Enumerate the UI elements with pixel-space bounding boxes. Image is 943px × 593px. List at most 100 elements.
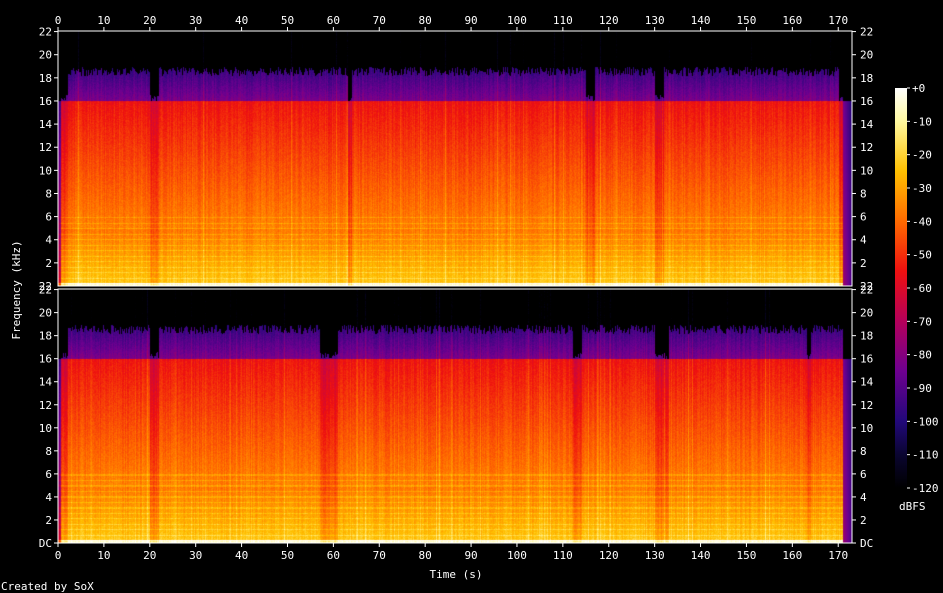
colorbar-tick-label: -60 <box>912 282 932 295</box>
x-tick-label-top: 160 <box>782 14 802 27</box>
spectrogram-panel-1 <box>58 31 852 286</box>
y-tick-label-left: 20 <box>39 307 52 320</box>
x-tick-label-top: 40 <box>235 14 248 27</box>
colorbar-tick-label: -90 <box>912 382 932 395</box>
x-tick-label-top: 110 <box>553 14 573 27</box>
colorbar-tick-label: -120 <box>912 482 939 495</box>
y-tick-label-right: 22 <box>860 280 873 293</box>
x-tick-label-bottom: 120 <box>599 549 619 562</box>
y-tick-label-left: 10 <box>39 422 52 435</box>
colorbar: +0 -10 -20 -30 -40 -50 -60 -70 -80 -90 -100 -110 -12… <box>895 82 939 495</box>
y-tick-label-right: 4 <box>860 234 867 247</box>
panel-frame-2 <box>57 288 853 544</box>
y-tick-label-left: 2 <box>45 257 52 270</box>
y-tick-label-left: 8 <box>45 445 52 458</box>
x-tick-label-bottom: 160 <box>782 549 802 562</box>
colorbar-tick-label: +0 <box>912 82 925 95</box>
x-tick-label-top: 170 <box>828 14 848 27</box>
x-tick-label-bottom: 110 <box>553 549 573 562</box>
y-tick-label-right: 10 <box>860 164 873 177</box>
y-tick-label-right: 18 <box>860 330 873 343</box>
x-tick-label-bottom: 170 <box>828 549 848 562</box>
x-tick-label-top: 150 <box>737 14 757 27</box>
x-tick-label-top: 30 <box>189 14 202 27</box>
footer-text: Created by SoX <box>1 580 94 593</box>
x-tick-label-top: 80 <box>419 14 432 27</box>
colorbar-unit-label: dBFS <box>899 500 926 513</box>
y-tick-label-left: 8 <box>45 187 52 200</box>
y-tick-label-left: 16 <box>39 353 52 366</box>
y-tick-label-left: 4 <box>45 234 52 247</box>
colorbar-tick-label: -100 <box>912 415 939 428</box>
x-axis-label: Time (s) <box>430 568 483 581</box>
colorbar-tick-label: -50 <box>912 249 932 262</box>
colorbar-tick-label: -110 <box>912 449 939 462</box>
y-tick-label-left: 12 <box>39 141 52 154</box>
y-tick-label-right: 10 <box>860 422 873 435</box>
x-tick-label-top: 130 <box>645 14 665 27</box>
y-tick-label-left: 22 <box>39 284 52 297</box>
y-tick-label-right: 6 <box>860 211 867 224</box>
y-tick-label-right: 12 <box>860 141 873 154</box>
colorbar-tick-label: -40 <box>912 215 932 228</box>
x-tick-label-bottom: 20 <box>143 549 156 562</box>
x-tick-label-bottom: 150 <box>737 549 757 562</box>
x-tick-label-bottom: 140 <box>691 549 711 562</box>
y-tick-label-left: 22 <box>39 26 52 39</box>
y-tick-label-right: 2 <box>860 514 867 527</box>
y-tick-label-left: 18 <box>39 72 52 85</box>
y-tick-label-right: 14 <box>860 376 874 389</box>
y-tick-label-left: 4 <box>45 491 52 504</box>
x-tick-label-bottom: 80 <box>419 549 432 562</box>
y-axis-label: Frequency (kHz) <box>10 240 23 339</box>
y-tick-label-left: DC <box>39 537 52 550</box>
y-tick-label-left: 14 <box>39 118 53 131</box>
spectrogram-panel-2 <box>58 289 852 543</box>
colorbar-tick-label: -80 <box>912 349 932 362</box>
x-tick-label-top: 0 <box>55 14 62 27</box>
colorbar-tick-label: -70 <box>912 315 932 328</box>
y-tick-label-left: 22 <box>39 280 52 293</box>
x-tick-label-bottom: 0 <box>55 549 62 562</box>
x-tick-label-bottom: 30 <box>189 549 202 562</box>
y-tick-label-right: 8 <box>860 187 867 200</box>
y-tick-label-left: 6 <box>45 211 52 224</box>
x-tick-label-top: 100 <box>507 14 527 27</box>
y-tick-label-left: 14 <box>39 376 53 389</box>
y-tick-label-left: 12 <box>39 399 52 412</box>
y-tick-label-right: 22 <box>860 26 873 39</box>
y-tick-label-left: 2 <box>45 514 52 527</box>
y-tick-label-right: 6 <box>860 468 867 481</box>
y-tick-label-left: 20 <box>39 49 52 62</box>
x-tick-label-bottom: 70 <box>373 549 386 562</box>
x-tick-label-top: 60 <box>327 14 340 27</box>
y-tick-label-right: 4 <box>860 491 867 504</box>
x-tick-label-bottom: 50 <box>281 549 294 562</box>
colorbar-tick-label: -20 <box>912 149 932 162</box>
x-tick-label-top: 70 <box>373 14 386 27</box>
y-tick-label-left: 18 <box>39 330 52 343</box>
colorbar-gradient <box>895 88 907 488</box>
y-tick-label-left: 6 <box>45 468 52 481</box>
x-tick-label-top: 90 <box>464 14 477 27</box>
y-tick-label-right: 8 <box>860 445 867 458</box>
x-tick-label-top: 20 <box>143 14 156 27</box>
y-tick-label-right: 16 <box>860 95 873 108</box>
colorbar-tick-label: -30 <box>912 182 932 195</box>
colorbar-tick-label: -10 <box>912 115 932 128</box>
y-tick-label-right: 16 <box>860 353 873 366</box>
x-tick-label-bottom: 90 <box>464 549 477 562</box>
x-tick-label-bottom: 10 <box>97 549 110 562</box>
y-tick-label-right: 14 <box>860 118 874 131</box>
x-tick-label-top: 10 <box>97 14 110 27</box>
y-tick-label-right: 12 <box>860 399 873 412</box>
x-tick-label-top: 140 <box>691 14 711 27</box>
x-tick-label-top: 120 <box>599 14 619 27</box>
x-tick-label-bottom: 130 <box>645 549 665 562</box>
axes: 0 0 10 10 20 20 30 30 40 40 50 50 60 60 70 70 80 80 90 90 10… <box>55 14 848 562</box>
y-tick-label-right: 20 <box>860 307 873 320</box>
x-tick-label-top: 50 <box>281 14 294 27</box>
x-tick-label-bottom: 60 <box>327 549 340 562</box>
